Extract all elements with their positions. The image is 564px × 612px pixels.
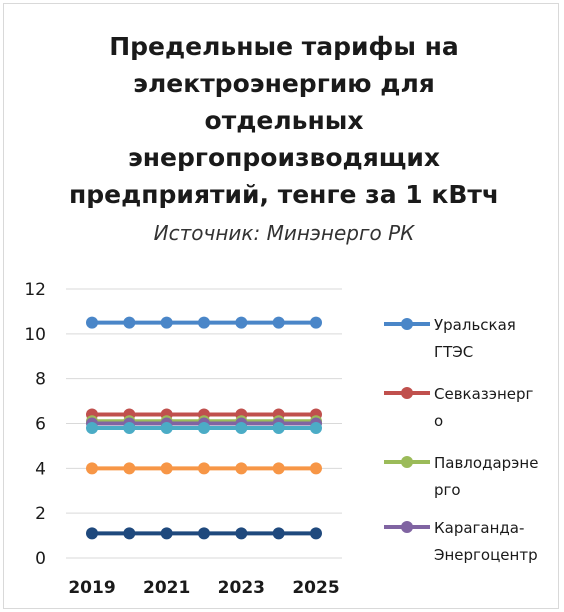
chart-subtitle: Источник: Минэнерго РК	[153, 221, 415, 245]
data-point	[310, 421, 322, 434]
y-tick-label: 2	[35, 504, 46, 524]
data-point	[86, 527, 98, 540]
chart-title-line: Предельные тарифы на	[109, 32, 459, 61]
data-point	[272, 316, 285, 329]
data-point	[123, 462, 136, 475]
legend-marker	[401, 387, 413, 399]
data-point	[235, 462, 248, 475]
legend-label: рго	[434, 481, 461, 499]
chart-title-line: электроэнергию для	[133, 69, 435, 98]
y-tick-label: 6	[35, 415, 46, 435]
data-point	[310, 527, 322, 540]
legend-label: о	[434, 412, 443, 430]
data-point	[160, 421, 173, 434]
data-point	[160, 462, 173, 475]
y-tick-label: 8	[35, 370, 46, 390]
data-point	[198, 462, 210, 475]
data-point	[86, 462, 98, 475]
legend-marker	[401, 318, 413, 330]
data-point	[272, 462, 285, 475]
data-point	[86, 421, 98, 434]
data-point	[160, 316, 173, 329]
legend-label: ГТЭС	[434, 343, 473, 361]
data-point	[235, 421, 248, 434]
data-point	[310, 462, 322, 475]
chart-title-line: энергопроизводящих	[127, 143, 441, 172]
x-tick-label: 2023	[218, 578, 265, 598]
x-tick-label: 2019	[68, 578, 115, 598]
x-tick-label: 2021	[143, 578, 190, 598]
data-point	[198, 316, 210, 329]
data-point	[235, 527, 248, 540]
y-tick-label: 12	[24, 280, 46, 300]
data-point	[272, 527, 285, 540]
legend-marker	[401, 521, 413, 533]
legend-label: Уральская	[434, 316, 516, 334]
y-tick-label: 0	[35, 549, 46, 569]
y-tick-label: 10	[24, 325, 46, 345]
data-point	[235, 316, 248, 329]
x-tick-label: 2025	[292, 578, 339, 598]
chart-title-line: предприятий, тенге за 1 кВтч	[68, 180, 500, 209]
legend-marker	[401, 456, 413, 468]
data-point	[123, 527, 136, 540]
data-point	[198, 527, 210, 540]
data-point	[123, 316, 136, 329]
legend-label: Павлодарэне	[434, 454, 538, 472]
legend-label: Караганда-	[434, 519, 524, 537]
data-point	[160, 527, 173, 540]
data-point	[123, 421, 136, 434]
chart-title: Предельные тарифы на электроэнергию для …	[40, 28, 528, 213]
data-point	[310, 316, 322, 329]
data-point	[198, 421, 210, 434]
chart-frame	[3, 3, 559, 609]
chart-title-line: отдельных	[204, 106, 364, 135]
legend-label: Севказэнерг	[434, 385, 534, 403]
data-point	[272, 421, 285, 434]
data-point	[86, 316, 98, 329]
y-tick-label: 4	[35, 459, 46, 479]
legend-label: Энергоцентр	[434, 546, 538, 564]
